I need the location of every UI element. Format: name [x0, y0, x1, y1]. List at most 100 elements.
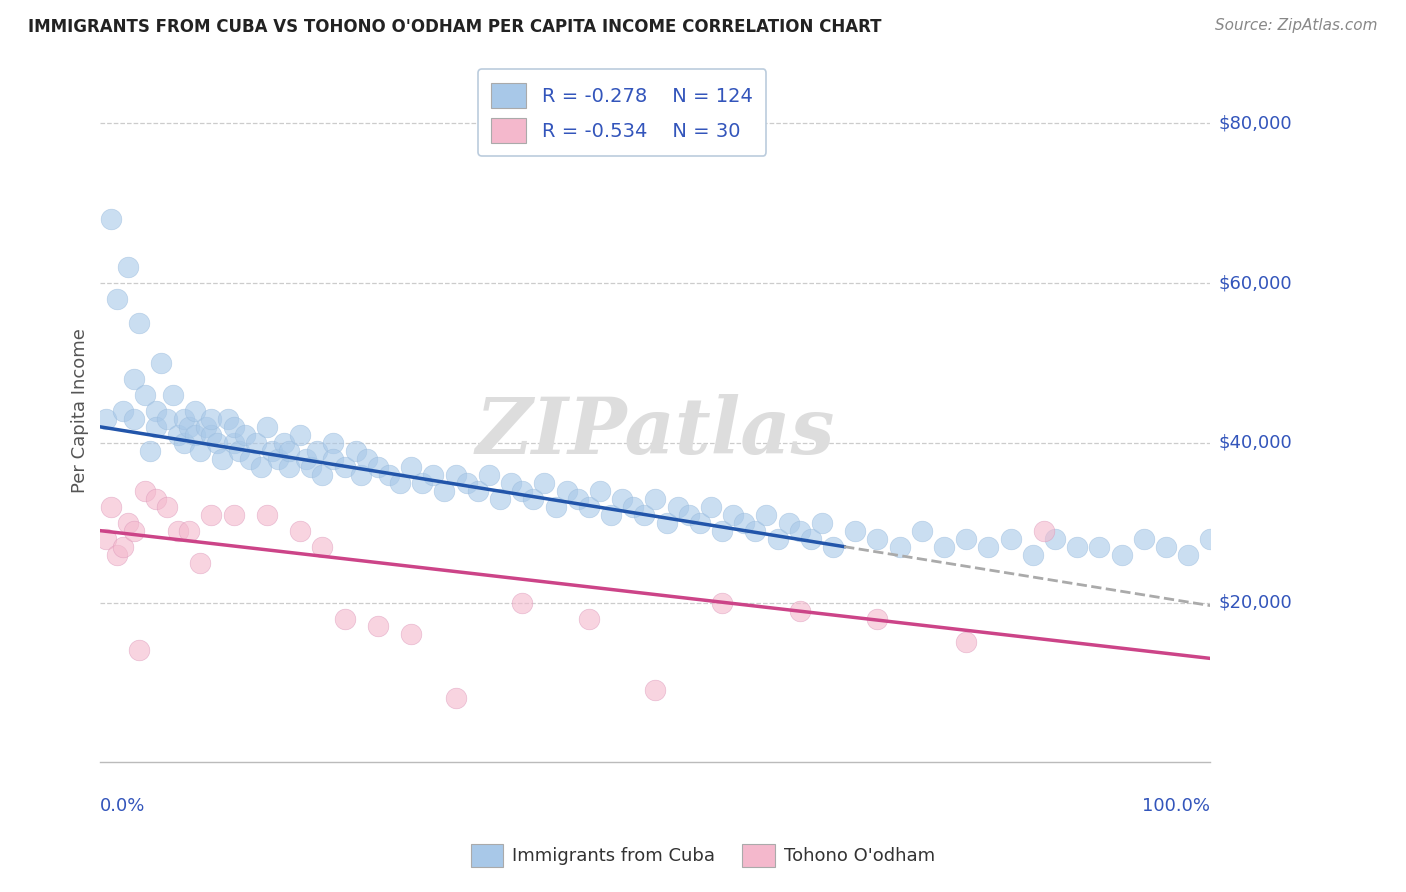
Point — [134, 388, 156, 402]
Point — [744, 524, 766, 538]
Point — [134, 483, 156, 498]
Point — [344, 443, 367, 458]
Point — [183, 404, 205, 418]
Point — [610, 491, 633, 506]
Point — [578, 500, 600, 514]
Point — [789, 603, 811, 617]
Point — [188, 443, 211, 458]
Point — [128, 643, 150, 657]
Point — [145, 491, 167, 506]
Point — [200, 428, 222, 442]
Point — [444, 467, 467, 482]
Point — [1177, 548, 1199, 562]
Point — [444, 691, 467, 706]
Point — [228, 443, 250, 458]
Point — [821, 540, 844, 554]
Point — [122, 412, 145, 426]
Text: $80,000: $80,000 — [1219, 114, 1292, 133]
Point — [621, 500, 644, 514]
Point — [356, 451, 378, 466]
Point — [222, 508, 245, 522]
Point — [94, 532, 117, 546]
Point — [811, 516, 834, 530]
Point — [1288, 540, 1310, 554]
Point — [778, 516, 800, 530]
Point — [1154, 540, 1177, 554]
Legend: Immigrants from Cuba, Tohono O'odham: Immigrants from Cuba, Tohono O'odham — [464, 837, 942, 874]
Point — [733, 516, 755, 530]
Point — [633, 508, 655, 522]
Point — [256, 420, 278, 434]
Point — [711, 595, 734, 609]
Point — [555, 483, 578, 498]
Text: IMMIGRANTS FROM CUBA VS TOHONO O'ODHAM PER CAPITA INCOME CORRELATION CHART: IMMIGRANTS FROM CUBA VS TOHONO O'ODHAM P… — [28, 18, 882, 36]
Point — [721, 508, 744, 522]
Point — [422, 467, 444, 482]
Point — [501, 475, 523, 490]
Point — [200, 412, 222, 426]
Point — [122, 524, 145, 538]
Point — [299, 459, 322, 474]
Point — [173, 412, 195, 426]
Point — [766, 532, 789, 546]
Point — [162, 388, 184, 402]
Point — [522, 491, 544, 506]
Point — [955, 532, 977, 546]
Point — [977, 540, 1000, 554]
Point — [932, 540, 955, 554]
Point — [1043, 532, 1066, 546]
Point — [211, 451, 233, 466]
Point — [122, 372, 145, 386]
Point — [173, 435, 195, 450]
Point — [844, 524, 866, 538]
Text: $60,000: $60,000 — [1219, 274, 1292, 293]
Point — [156, 412, 179, 426]
Point — [789, 524, 811, 538]
Point — [179, 420, 201, 434]
Point — [156, 500, 179, 514]
Point — [911, 524, 934, 538]
Point — [128, 316, 150, 330]
Point — [467, 483, 489, 498]
Point — [689, 516, 711, 530]
Point — [145, 420, 167, 434]
Point — [278, 459, 301, 474]
Point — [117, 260, 139, 275]
Point — [510, 483, 533, 498]
Y-axis label: Per Capita Income: Per Capita Income — [72, 328, 89, 493]
Text: Source: ZipAtlas.com: Source: ZipAtlas.com — [1215, 18, 1378, 33]
Point — [322, 435, 344, 450]
Point — [600, 508, 623, 522]
Text: 0.0%: 0.0% — [100, 797, 146, 815]
Point — [245, 435, 267, 450]
Point — [194, 420, 217, 434]
Point — [533, 475, 555, 490]
Point — [478, 467, 501, 482]
Point — [100, 212, 122, 227]
Point — [755, 508, 778, 522]
Point — [666, 500, 689, 514]
Point — [510, 595, 533, 609]
Text: 100.0%: 100.0% — [1143, 797, 1211, 815]
Text: $20,000: $20,000 — [1219, 593, 1292, 612]
Point — [278, 443, 301, 458]
Point — [179, 524, 201, 538]
Point — [889, 540, 911, 554]
Point — [433, 483, 456, 498]
Point — [167, 428, 190, 442]
Point — [1066, 540, 1088, 554]
Point — [644, 491, 666, 506]
Point — [655, 516, 678, 530]
Point — [100, 500, 122, 514]
Point — [311, 540, 333, 554]
Point — [367, 459, 389, 474]
Point — [1310, 548, 1333, 562]
Point — [117, 516, 139, 530]
Point — [294, 451, 316, 466]
Point — [456, 475, 478, 490]
Point — [1265, 532, 1288, 546]
Point — [800, 532, 823, 546]
Point — [262, 443, 284, 458]
Point — [139, 443, 162, 458]
Point — [288, 428, 311, 442]
